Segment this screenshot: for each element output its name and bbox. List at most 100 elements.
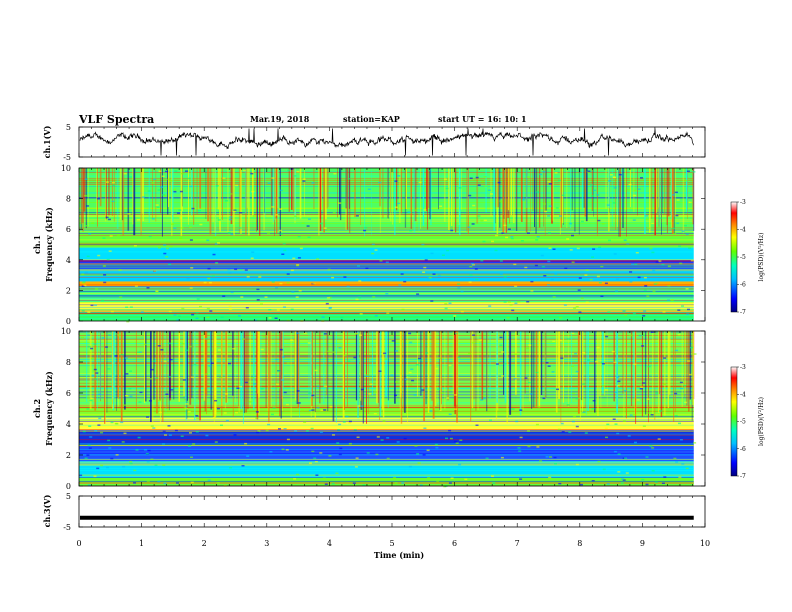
ch1-spectrogram-speckle [643, 289, 647, 292]
ch2-spectrogram-speckle [422, 454, 426, 456]
ch2-spectrogram-streak [509, 331, 512, 415]
ch2-spectrogram-speckle [360, 388, 364, 391]
ch1-spectrogram-streak [466, 168, 468, 232]
ch2-spectrogram-speckle [636, 399, 640, 401]
ch1-spectrogram-speckle [430, 300, 434, 302]
ch2-spectrogram-speckle [286, 438, 290, 441]
ch2-spectrogram-speckle [454, 440, 458, 443]
ch2-spectrogram-streak [232, 331, 234, 396]
ch2-spectrogram-speckle [114, 422, 118, 425]
ch2-spectrogram-speckle [139, 391, 143, 394]
ch1-spectrogram-speckle [673, 232, 677, 235]
ch2-spectrogram-speckle [575, 397, 579, 400]
ch1-spectrogram-speckle [398, 284, 402, 286]
ch2-spectrogram-streak [269, 331, 271, 407]
ch1-spectrogram-speckle [600, 295, 604, 297]
ch1-spectrogram-speckle [480, 219, 484, 222]
ch2-spectrogram-streak [275, 331, 277, 409]
ch2-spectrogram-speckle [301, 409, 304, 412]
ch2-spectrogram-speckle [448, 413, 452, 415]
ch2-spectrogram-speckle [162, 430, 166, 432]
ch1-spectrogram-speckle [326, 297, 330, 299]
ch2-spectrogram-speckle [170, 389, 174, 391]
ch1-spectrogram-speckle [530, 280, 534, 283]
ch1-spectrogram-streak [662, 168, 663, 214]
ch1-spectrogram-speckle [84, 225, 88, 227]
ch1-spectrogram-speckle [306, 225, 310, 227]
ch1-spectrogram-streak [122, 168, 125, 236]
ch1-spectrogram-streak [205, 168, 207, 219]
ch2-spectrogram-speckle [281, 356, 285, 358]
ch1-spectrogram-ytick-label: 2 [66, 286, 71, 295]
ch2-spectrogram-streak [437, 331, 438, 404]
ch1-spectrogram-streak [666, 168, 668, 234]
ch1-spectrogram-line [79, 290, 694, 291]
ch2-spectrogram-streak [116, 331, 117, 411]
ch1-spectrogram-streak [379, 168, 381, 207]
ch1-spectrogram-streak [661, 168, 662, 235]
ch1-spectrogram-speckle [662, 311, 666, 313]
ch2-spectrogram-speckle [182, 379, 186, 381]
ch1-spectrogram-speckle [268, 309, 272, 311]
ch1-spectrogram-speckle [227, 269, 231, 271]
ch2-spectrogram-streak [481, 331, 484, 400]
ch2-spectrogram-streak [647, 331, 649, 412]
ch1-spectrogram-streak [615, 168, 616, 230]
ch1-spectrogram-line [79, 178, 694, 180]
ch2-spectrogram-speckle [549, 456, 552, 458]
ch1-spectrogram-speckle [418, 181, 422, 184]
ch2-spectrogram-speckle [94, 430, 98, 432]
ch1-spectrogram-streak [127, 168, 130, 231]
ch2-spectrogram-streak [99, 331, 102, 400]
ch2-spectrogram-line [79, 468, 694, 470]
ch2-spectrogram-speckle [449, 437, 453, 440]
ch1-spectrogram-speckle [140, 311, 144, 313]
ch1-spectrogram-streak [294, 168, 296, 224]
ch2-spectrogram-speckle [535, 423, 539, 426]
ch2-spectrogram-speckle [401, 482, 405, 484]
ch2-spectrogram-streak [372, 331, 373, 396]
ch1-spectrogram-speckle [87, 311, 91, 313]
ch2-spectrogram-speckle [93, 343, 97, 345]
ch2-spectrogram-streak [206, 331, 208, 396]
ch2-spectrogram-speckle [314, 461, 318, 463]
ch2-spectrogram-ylabel: Frequency (kHz) [44, 371, 54, 446]
ch2-spectrogram-speckle [162, 464, 166, 466]
ch2-spectrogram-speckle [524, 377, 528, 379]
ch1-spectrogram-streak [499, 168, 501, 228]
ch1-spectrogram-speckle [645, 218, 649, 221]
ch1-spectrogram-speckle [227, 232, 231, 234]
ch2-spectrogram-speckle [568, 431, 572, 433]
ch2-spectrogram-streak [600, 331, 602, 408]
ch2-spectrogram-speckle [148, 400, 152, 402]
ch2-spectrogram-line [79, 464, 694, 465]
ch2-spectrogram-speckle [693, 442, 697, 444]
ch2-spectrogram-speckle [408, 332, 412, 335]
ch2-spectrogram-speckle [373, 413, 377, 415]
ch2-spectrogram-speckle [375, 453, 379, 456]
ch1-spectrogram-speckle [119, 296, 123, 299]
ch1-spectrogram-speckle [245, 307, 249, 309]
ch1-spectrogram-speckle [503, 276, 507, 278]
ch1-spectrogram-speckle [643, 310, 647, 312]
ch2-spectrogram-streak [355, 331, 358, 401]
ch1-spectrogram-speckle [365, 267, 369, 269]
ch1-spectrogram-speckle [173, 190, 177, 193]
ch2-spectrogram-speckle [571, 420, 575, 423]
ch2-spectrogram-streak [296, 331, 298, 405]
ch2-spectrogram-speckle [616, 432, 620, 435]
x-tick-label: 1 [139, 539, 144, 548]
ch1-spectrogram-speckle [134, 285, 138, 287]
ch1-spectrogram-speckle [230, 233, 234, 236]
ch2-spectrogram-speckle [338, 453, 342, 456]
ch2-spectrogram-line [79, 445, 694, 446]
ch1-spectrogram-speckle [242, 169, 246, 172]
ch2-spectrogram-speckle [425, 352, 429, 354]
ch2-spectrogram-streak [657, 331, 660, 413]
ch1-spectrogram-streak [171, 168, 174, 222]
ch2-spectrogram-streak [652, 331, 654, 416]
ch2-spectrogram-speckle [445, 437, 448, 440]
ch1-spectrogram-streak [422, 168, 425, 226]
ch1-spectrogram-speckle [615, 278, 619, 280]
ch2-spectrogram-streak [206, 331, 207, 415]
